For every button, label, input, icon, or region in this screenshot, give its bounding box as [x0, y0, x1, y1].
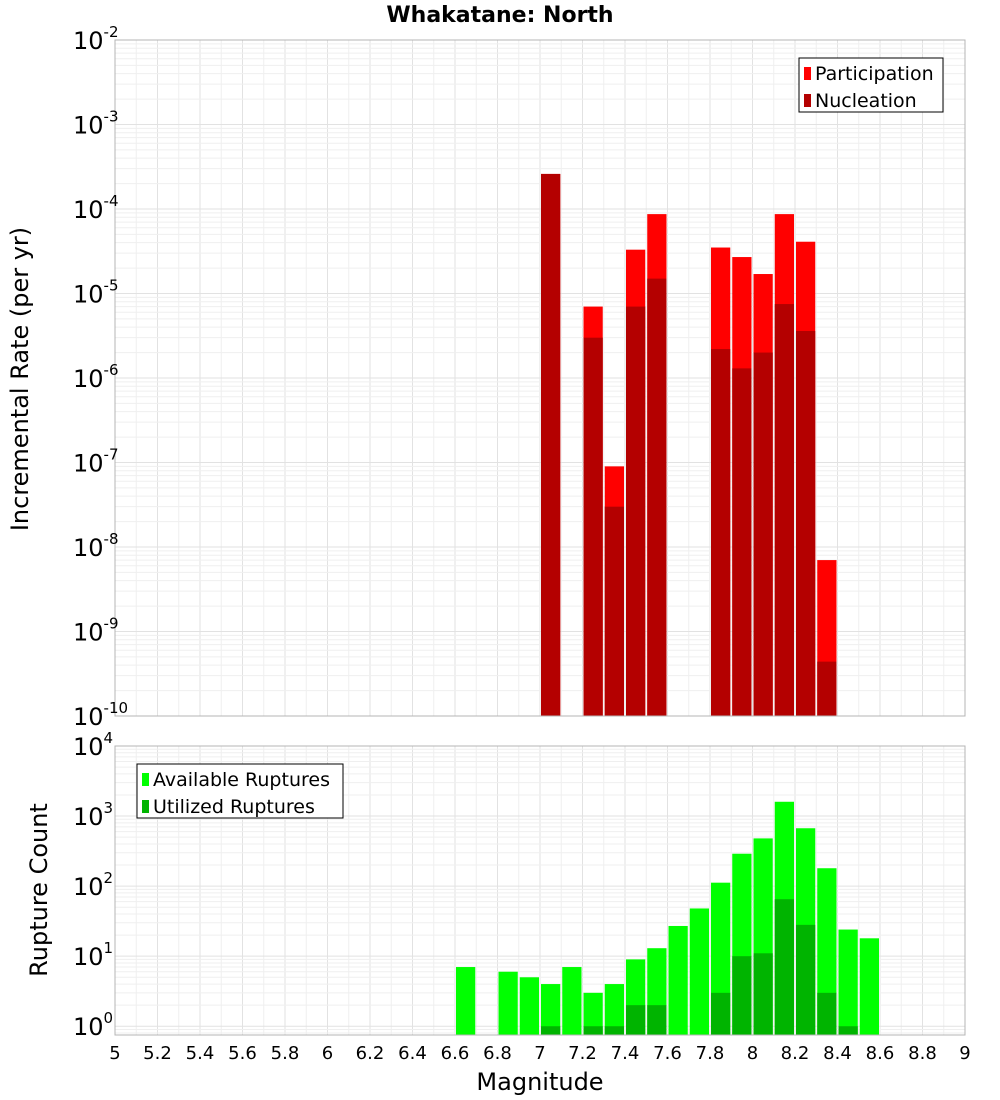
rate-bar-nucleation	[774, 304, 794, 716]
rate-legend-box	[798, 57, 944, 113]
x-tick-label: 6.4	[398, 1043, 427, 1064]
count-bar-utilized-ruptures	[711, 992, 731, 1035]
x-tick-label: 7.8	[696, 1043, 725, 1064]
count-bar-available-ruptures	[604, 984, 624, 1035]
count-bar-utilized-ruptures	[774, 899, 794, 1035]
count-bar-available-ruptures	[689, 908, 709, 1035]
rate-bar-nucleation	[604, 506, 624, 716]
x-tick-label: 7.4	[611, 1043, 640, 1064]
rate-y-tick-label: 10-4	[73, 192, 119, 224]
count-bar-available-ruptures	[859, 938, 879, 1035]
rate-bar-nucleation	[817, 661, 837, 716]
chart-title: Whakatane: North	[386, 3, 613, 28]
x-tick-label: 7	[534, 1043, 545, 1064]
x-tick-label: 5.6	[228, 1043, 257, 1064]
x-tick-label: 8	[747, 1043, 758, 1064]
count-bar-utilized-ruptures	[838, 1026, 858, 1035]
rate-bar-nucleation	[647, 278, 667, 716]
rate-y-tick-label: 10-8	[73, 530, 119, 562]
count-bar-utilized-ruptures	[647, 1005, 667, 1035]
x-tick-label: 5.8	[271, 1043, 300, 1064]
x-tick-label: 6.2	[356, 1043, 385, 1064]
count-y-tick-label: 100	[73, 1009, 113, 1041]
rate-bar-nucleation	[753, 352, 773, 716]
x-tick-label: 8.4	[823, 1043, 852, 1064]
count-legend-label: Utilized Ruptures	[153, 796, 315, 818]
rate-legend-label: Participation	[815, 63, 934, 85]
count-legend-label: Available Ruptures	[153, 769, 330, 791]
count-bar-utilized-ruptures	[541, 1026, 561, 1035]
x-tick-label: 5.2	[143, 1043, 172, 1064]
count-bar-utilized-ruptures	[753, 953, 773, 1035]
count-bar-available-ruptures	[456, 967, 476, 1035]
x-tick-label: 9	[959, 1043, 970, 1064]
count-y-tick-label: 104	[73, 729, 113, 761]
rate-bar-nucleation	[732, 368, 752, 716]
rate-legend-swatch	[804, 94, 811, 107]
rate-y-tick-label: 10-5	[73, 277, 119, 309]
count-bar-utilized-ruptures	[732, 956, 752, 1035]
count-bar-utilized-ruptures	[583, 1026, 603, 1035]
count-bar-available-ruptures	[583, 992, 603, 1035]
rate-bar-nucleation	[541, 173, 561, 716]
rate-legend-label: Nucleation	[815, 90, 917, 112]
x-tick-label: 8.8	[908, 1043, 937, 1064]
top-y-axis-label: Incremental Rate (per yr)	[6, 227, 34, 531]
rate-bar-nucleation	[796, 330, 816, 716]
rate-y-tick-label: 10-3	[73, 108, 119, 140]
x-tick-label: 5.4	[186, 1043, 215, 1064]
count-bar-available-ruptures	[562, 967, 582, 1035]
x-axis-ticks: 5 5.2 5.4 5.6 5.8 6 6.2 6.4 6.6 6.8 7 7.2 7.4 7.6 7.8 8…	[109, 1043, 970, 1064]
rate-plot-frame	[114, 39, 966, 717]
x-tick-label: 6.8	[483, 1043, 512, 1064]
x-tick-label: 7.6	[653, 1043, 682, 1064]
count-plot-frame	[114, 745, 966, 1036]
count-bar-utilized-ruptures	[604, 1026, 624, 1035]
count-y-tick-label: 103	[73, 799, 113, 831]
rate-plot: 10-10 10-9 10-8 10-7 10-6 10-5 10-4 10-3 10-2 Par…	[73, 23, 966, 731]
rupture-count-plot: 100 101 102 103 104 Available Ruptures Utilize…	[73, 729, 966, 1041]
count-bar-available-ruptures	[519, 977, 539, 1035]
count-legend-swatch	[142, 773, 149, 786]
count-legend-box	[136, 763, 344, 819]
count-bar-available-ruptures	[668, 925, 688, 1035]
count-bar-utilized-ruptures	[817, 992, 837, 1035]
rate-bar-nucleation	[583, 337, 603, 716]
rate-bar-nucleation	[711, 349, 731, 716]
count-bar-available-ruptures	[838, 929, 858, 1035]
count-y-tick-label: 101	[73, 939, 113, 971]
rate-y-tick-label: 10-10	[73, 699, 128, 731]
x-tick-label: 7.2	[568, 1043, 597, 1064]
rate-y-tick-label: 10-6	[73, 361, 119, 393]
rate-y-tick-label: 10-9	[73, 615, 119, 647]
rate-bar-nucleation	[626, 306, 646, 716]
count-legend-swatch	[142, 800, 149, 813]
x-axis-label: Magnitude	[476, 1068, 603, 1096]
count-bar-available-ruptures	[498, 971, 518, 1035]
rate-legend-swatch	[804, 67, 811, 80]
bottom-y-axis-label: Rupture Count	[25, 803, 53, 977]
x-tick-label: 8.2	[781, 1043, 810, 1064]
rate-y-tick-label: 10-7	[73, 446, 119, 478]
count-bar-available-ruptures	[541, 984, 561, 1035]
x-tick-label: 6.6	[441, 1043, 470, 1064]
rate-y-tick-label: 10-2	[73, 23, 119, 55]
count-bar-utilized-ruptures	[796, 924, 816, 1035]
x-tick-label: 6	[322, 1043, 333, 1064]
x-tick-label: 5	[109, 1043, 120, 1064]
count-bar-utilized-ruptures	[626, 1005, 646, 1035]
x-tick-label: 8.6	[866, 1043, 895, 1064]
count-y-tick-label: 102	[73, 869, 113, 901]
